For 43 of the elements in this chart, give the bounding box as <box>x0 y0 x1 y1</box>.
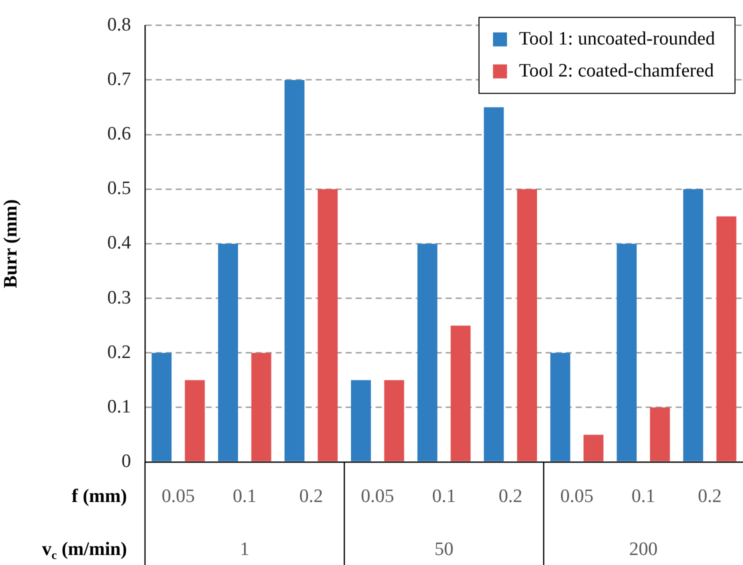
x-axis-title: f (mm) <box>72 486 128 507</box>
x-tick-label: 0.2 <box>299 486 323 507</box>
text: 200 <box>629 538 658 560</box>
x-tick-label: 0.2 <box>698 486 722 507</box>
bar <box>450 326 471 462</box>
y-tick-label: 0.4 <box>107 232 132 254</box>
x-tick-label: 0.1 <box>432 486 456 507</box>
bar <box>417 244 438 462</box>
x-tick-label: 0.1 <box>232 486 257 507</box>
bar <box>384 380 404 462</box>
bar <box>683 189 704 462</box>
bar <box>650 407 670 462</box>
bar <box>616 244 637 462</box>
y-tick-label: 0.8 <box>107 14 131 36</box>
bar <box>550 352 570 462</box>
x-tick-label: 0.05 <box>360 486 394 507</box>
bar <box>284 80 304 462</box>
y-tick-label: 0.1 <box>107 396 131 418</box>
y-tick-label: 0.7 <box>107 68 131 90</box>
bar <box>716 216 736 462</box>
y-tick-label: 0.6 <box>107 124 131 145</box>
text: 50 <box>434 538 454 560</box>
y-tick-label: 0.5 <box>107 178 131 200</box>
bar <box>350 380 371 462</box>
legend-label: Tool 2: coated-chamfered <box>519 60 714 82</box>
bar <box>251 352 272 462</box>
bar <box>218 244 238 462</box>
y-tick-label: 0 <box>122 450 131 472</box>
bar <box>484 107 504 462</box>
x-tick-label: 0.2 <box>498 486 522 507</box>
bar <box>184 380 205 462</box>
y-tick-label: 0.3 <box>107 287 131 308</box>
y-tick-label: 0.2 <box>107 342 131 363</box>
text: 1 <box>240 538 250 560</box>
y-axis-title: Burr (mm) <box>0 199 22 288</box>
x-tick-label: 0.1 <box>631 486 656 507</box>
bar <box>517 189 538 462</box>
x-tick-label: 0.05 <box>560 486 594 507</box>
bar <box>318 189 338 462</box>
bar <box>584 434 604 462</box>
legend-label: Tool 1: uncoated-rounded <box>519 28 716 50</box>
bar <box>152 352 172 462</box>
x-tick-label: 0.05 <box>162 486 195 507</box>
